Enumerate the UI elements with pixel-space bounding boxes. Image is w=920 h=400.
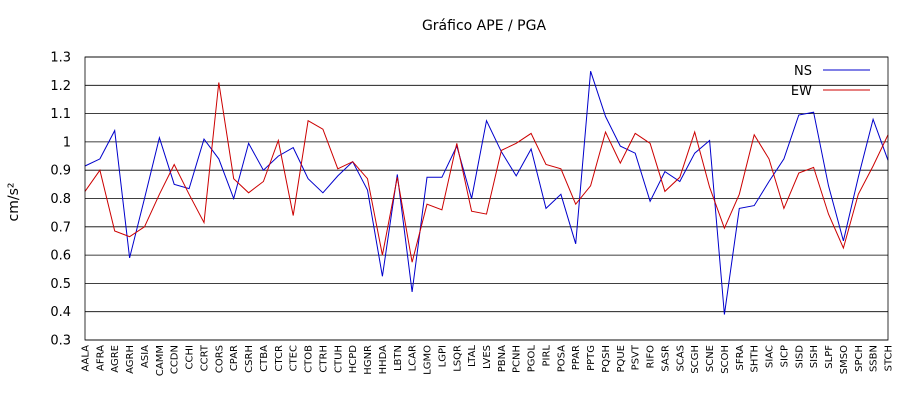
- x-tick-label: AGRH: [125, 345, 136, 374]
- plot-border: [84, 56, 889, 341]
- x-tick-label: PSVT: [631, 344, 642, 370]
- x-tick-label: SICP: [779, 345, 790, 367]
- x-tick-label: AFRA: [95, 345, 106, 371]
- x-tick-label: SIAC: [765, 345, 776, 368]
- x-tick-label: LGMO: [423, 345, 434, 375]
- y-tick-label: 0.8: [50, 192, 71, 207]
- x-tick-label: SCNE: [705, 345, 716, 372]
- x-tick-label: CAMM: [155, 345, 166, 376]
- y-tick-label: 1.2: [50, 79, 71, 94]
- x-tick-label: CTUH: [333, 345, 344, 373]
- x-tick-label: PQSH: [601, 345, 612, 373]
- legend-label-ew: EW: [791, 84, 812, 99]
- chart-legend: NS EW: [791, 64, 870, 99]
- x-tick-label: CCDN: [170, 345, 181, 374]
- x-tick-label: AALA: [81, 345, 92, 372]
- x-tick-label: RIFO: [646, 345, 657, 369]
- x-tick-label: LBTN: [393, 345, 404, 371]
- x-tick-label: PCNH: [512, 345, 523, 373]
- y-axis-ticks: 0.3 0.4 0.5 0.6 0.7 0.8 0.9 1 1.1 1.2 1.3: [50, 51, 71, 349]
- x-tick-label: SHTH: [750, 345, 761, 373]
- x-tick-label: SFRA: [735, 345, 746, 371]
- chart-title: Gráfico APE / PGA: [422, 18, 546, 34]
- x-tick-label: PGOL: [527, 345, 538, 373]
- x-tick-label: ASIA: [140, 345, 151, 368]
- series-line-ew: [84, 82, 889, 263]
- x-tick-label: CSRH: [244, 345, 255, 373]
- x-tick-label: SISD: [794, 345, 805, 369]
- x-tick-label: SLPF: [824, 345, 835, 369]
- series-line-ns: [84, 71, 889, 315]
- x-tick-label: PQUE: [616, 345, 627, 373]
- y-tick-label: 1.1: [50, 107, 71, 122]
- x-tick-label: SASR: [660, 345, 671, 372]
- x-tick-label: PPAR: [571, 345, 582, 370]
- y-tick-label: 0.4: [50, 305, 71, 320]
- x-tick-label: LGPI: [437, 345, 448, 367]
- x-tick-label: LSQR: [452, 345, 463, 372]
- x-tick-label: CTRH: [318, 345, 329, 373]
- x-tick-label: SCOH: [720, 345, 731, 374]
- x-tick-label: PIRL: [542, 345, 553, 367]
- x-tick-label: LVES: [482, 345, 493, 369]
- y-tick-label: 0.7: [50, 220, 71, 235]
- plot-frame: [84, 56, 889, 341]
- x-tick-label: POSA: [556, 345, 567, 372]
- x-tick-label: HGNR: [363, 345, 374, 375]
- x-tick-label: CTCR: [274, 345, 285, 371]
- y-tick-label: 0.5: [50, 277, 71, 292]
- x-tick-label: CTOB: [304, 345, 315, 373]
- x-tick-label: PBNA: [497, 345, 508, 372]
- x-tick-label: CORS: [214, 345, 225, 373]
- x-tick-label: HCPD: [348, 345, 359, 374]
- y-tick-label: 0.3: [50, 334, 71, 349]
- legend-label-ns: NS: [794, 64, 812, 79]
- x-tick-label: SCAS: [675, 345, 686, 372]
- x-tick-label: SSBN: [869, 345, 880, 372]
- x-tick-label: STCH: [884, 345, 895, 371]
- x-tick-label: CTBA: [259, 345, 270, 372]
- x-tick-label: LCAR: [408, 345, 419, 371]
- y-tick-label: 1: [63, 135, 71, 150]
- x-tick-label: HHDA: [378, 345, 389, 375]
- y-axis-label: cm/s²: [6, 183, 22, 222]
- x-tick-label: SPCH: [854, 345, 865, 372]
- x-tick-label: SISH: [809, 345, 820, 368]
- x-axis-ticks: AALA AFRA AGRE AGRH ASIA CAMM CCDN CCHI CCRT CORS…: [81, 344, 895, 376]
- x-tick-label: CTEC: [289, 345, 300, 371]
- x-tick-label: PPTG: [586, 345, 597, 371]
- x-tick-label: CCRT: [200, 344, 211, 371]
- x-tick-label: LTAL: [467, 345, 478, 367]
- y-tick-label: 1.3: [50, 51, 71, 66]
- y-tick-label: 0.6: [50, 249, 71, 264]
- x-tick-label: SMSO: [839, 345, 850, 374]
- y-tick-label: 0.9: [50, 164, 71, 179]
- x-tick-label: SCGH: [690, 345, 701, 374]
- x-tick-label: CCHI: [185, 345, 196, 369]
- x-tick-label: AGRE: [110, 345, 121, 373]
- grid-lines: [85, 56, 888, 341]
- x-tick-label: CPAR: [229, 345, 240, 371]
- series-lines: [84, 71, 889, 315]
